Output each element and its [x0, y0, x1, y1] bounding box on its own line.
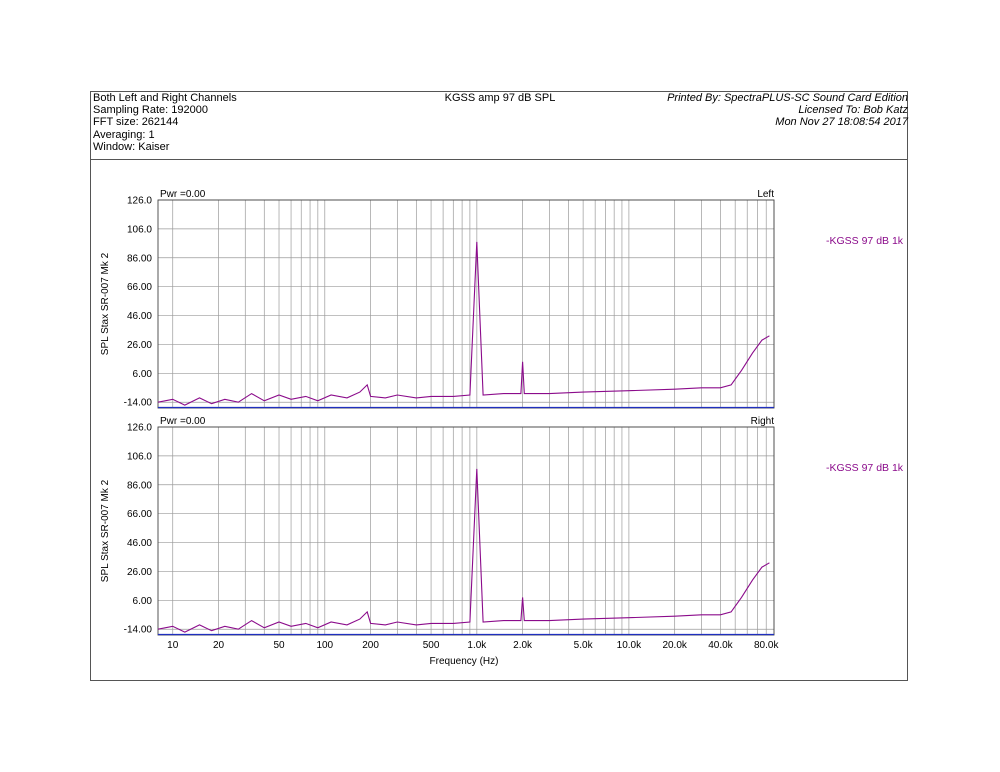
x-tick-label: 200	[362, 640, 379, 651]
y-tick-label: 6.00	[133, 369, 153, 380]
y-tick-label: 106.0	[127, 451, 152, 462]
plot-frame	[157, 426, 775, 636]
header-window: Window: Kaiser	[93, 140, 170, 153]
header-info-right: Printed By: SpectraPLUS-SC Sound Card Ed…	[667, 92, 908, 129]
y-axis-label: SPL Stax SR-007 Mk 2	[100, 252, 111, 355]
y-tick-label: 106.0	[127, 224, 152, 235]
x-tick-label: 1.0k	[467, 640, 487, 651]
y-tick-label: 26.00	[127, 340, 152, 351]
panel-right: 126.0 106.0 86.00 66.00 46.00 26.00 6.00 -14.00…	[100, 416, 904, 667]
panel-left: 126.0 106.0 86.00 66.00 46.00 26.00 6.00 -14.00…	[100, 189, 904, 409]
y-tick-label: 46.00	[127, 311, 152, 322]
y-tick-label: 66.00	[127, 509, 152, 520]
x-tick-label: 20	[213, 640, 225, 651]
pwr-label: Pwr =0.00	[160, 416, 206, 427]
header-channels: Both Left and Right Channels	[93, 92, 237, 104]
x-tick-label: 80.0k	[754, 640, 779, 651]
legend-entry: -KGSS 97 dB 1k	[826, 462, 904, 474]
y-axis-label: SPL Stax SR-007 Mk 2	[100, 479, 111, 582]
x-tick-label: 10	[167, 640, 179, 651]
header-fft-size: FFT size: 262144	[93, 116, 179, 129]
x-tick-label: 500	[423, 640, 440, 651]
header-averaging: Averaging: 1	[93, 128, 155, 141]
header-title: KGSS amp 97 dB SPL	[444, 92, 556, 104]
channel-label: Right	[751, 416, 775, 427]
y-tick-label: 86.00	[127, 480, 152, 491]
report-frame	[90, 91, 908, 681]
x-tick-label: 5.0k	[574, 640, 594, 651]
plot-frame	[157, 199, 775, 409]
x-tick-label: 100	[316, 640, 333, 651]
y-tick-label: 6.00	[133, 596, 153, 607]
y-tick-label: 26.00	[127, 567, 152, 578]
x-tick-label: 40.0k	[708, 640, 733, 651]
series-line	[157, 468, 770, 633]
y-tick-label: -14.00	[124, 625, 153, 636]
y-tick-label: 46.00	[127, 538, 152, 549]
legend-entry: -KGSS 97 dB 1k	[826, 235, 904, 247]
series-line	[157, 241, 770, 406]
y-tick-label: 126.0	[127, 423, 152, 434]
y-tick-label: 126.0	[127, 196, 152, 207]
header-licensed-to: Licensed To: Bob Katz	[798, 104, 908, 117]
x-tick-label: 10.0k	[617, 640, 642, 651]
header-printed-by: Printed By: SpectraPLUS-SC Sound Card Ed…	[667, 92, 908, 104]
header-sampling-rate: Sampling Rate: 192000	[93, 104, 208, 117]
x-axis-label: Frequency (Hz)	[430, 656, 499, 667]
x-tick-label: 2.0k	[513, 640, 533, 651]
y-tick-label: -14.00	[124, 398, 153, 409]
header-timestamp: Mon Nov 27 18:08:54 2017	[775, 116, 908, 129]
x-tick-label: 50	[273, 640, 285, 651]
header-separator	[90, 159, 908, 160]
channel-label: Left	[757, 189, 774, 200]
x-tick-label: 20.0k	[662, 640, 687, 651]
header-info-left: Both Left and Right Channels Sampling Ra…	[93, 92, 237, 153]
y-tick-label: 86.00	[127, 253, 152, 264]
y-tick-label: 66.00	[127, 282, 152, 293]
pwr-label: Pwr =0.00	[160, 189, 206, 200]
